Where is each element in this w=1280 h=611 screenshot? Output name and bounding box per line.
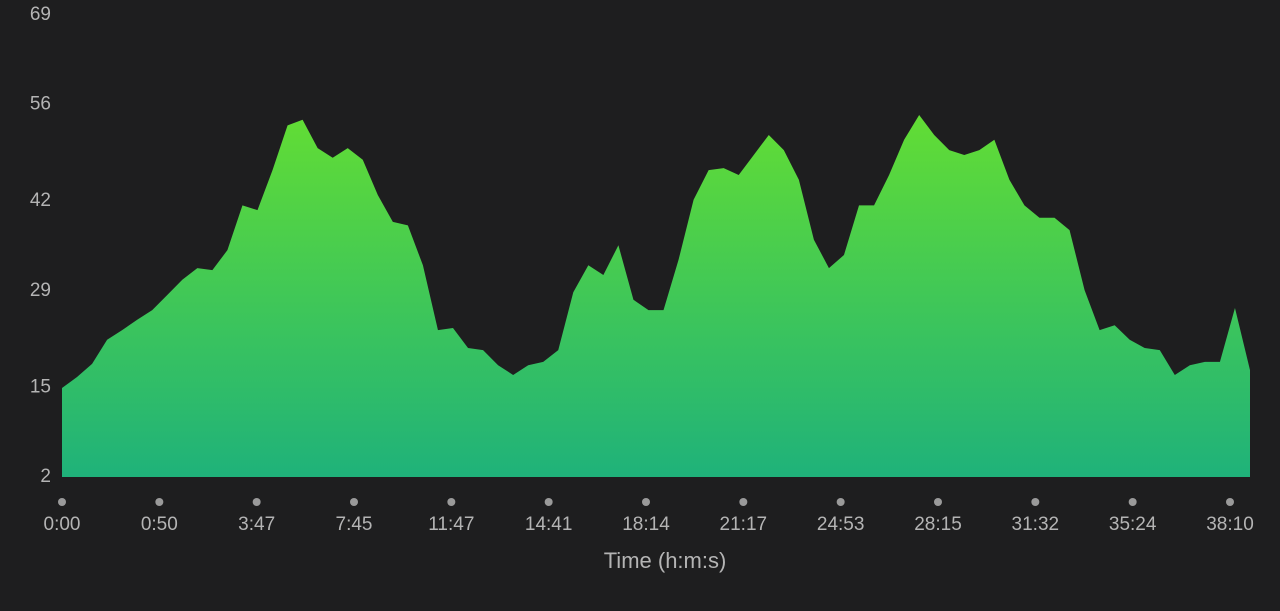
x-tick-label: 3:47: [238, 514, 275, 535]
x-tick-dot: [642, 498, 650, 506]
x-tick-dot: [934, 498, 942, 506]
x-tick-dot: [836, 498, 845, 506]
x-tick-dot: [252, 498, 261, 506]
y-tick-label: 42: [30, 190, 51, 211]
y-tick-label: 69: [30, 4, 51, 25]
y-tick-label: 56: [30, 94, 51, 115]
y-tick-label: 29: [30, 280, 51, 301]
x-tick-label: 0:50: [141, 514, 178, 535]
x-tick-label: 21:17: [720, 514, 768, 535]
x-tick-label: 11:47: [428, 514, 474, 535]
x-tick-dot: [544, 498, 553, 506]
x-tick-label: 31:32: [1012, 514, 1060, 535]
x-tick-label: 14:41: [525, 514, 573, 535]
x-tick-dot: [1226, 498, 1234, 506]
x-tick-label: 0:00: [44, 514, 81, 535]
x-tick-dot: [1128, 498, 1137, 506]
x-tick-label: 35:24: [1109, 514, 1157, 535]
x-tick-label: 28:15: [914, 514, 962, 535]
y-tick-label: 15: [30, 376, 51, 397]
area: [62, 114, 1250, 477]
x-tick-dot: [350, 498, 358, 506]
x-tick-dot: [447, 498, 456, 506]
y-tick-label: 2: [40, 466, 51, 487]
x-tick-dot: [58, 498, 66, 506]
x-tick-dot: [739, 498, 748, 506]
x-tick-label: 38:10: [1206, 514, 1254, 535]
x-tick-label: 18:14: [622, 514, 670, 535]
x-tick-label: 24:53: [817, 514, 865, 535]
x-tick-dot: [155, 498, 164, 506]
x-axis-title: Time (h:m:s): [604, 548, 727, 573]
x-tick-dot: [1031, 498, 1040, 506]
x-tick-label: 7:45: [336, 514, 373, 535]
